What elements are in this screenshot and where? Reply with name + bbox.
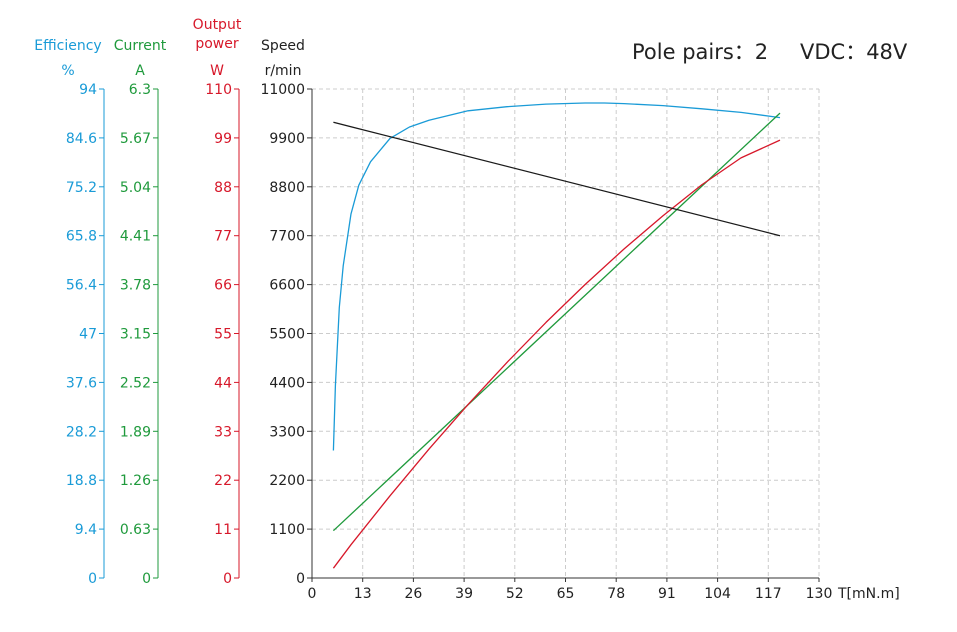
y-tick-label: 84.6 [66, 131, 97, 147]
x-tick-label: 39 [455, 586, 473, 602]
x-tick-label: 52 [506, 586, 524, 602]
x-tick-label: 78 [607, 586, 625, 602]
x-tick-label: 65 [557, 586, 575, 602]
y-tick-label: 0 [296, 571, 305, 587]
y-tick-label: 9.4 [75, 522, 97, 538]
x-tick-label: 117 [755, 586, 782, 602]
efficiency-axis-unit: % [61, 63, 74, 79]
y-tick-label: 0 [88, 571, 97, 587]
y-tick-label: 0 [223, 571, 232, 587]
y-tick-label: 65.8 [66, 229, 97, 245]
y-tick-label: 3.78 [120, 278, 151, 294]
current-axis-title: Current [114, 38, 167, 54]
y-tick-label: 44 [214, 375, 232, 391]
pole-pairs-annotation: Pole pairs：2 [632, 40, 768, 64]
y-tick-label: 5.04 [120, 180, 151, 196]
y-tick-label: 0 [142, 571, 151, 587]
y-tick-label: 5.67 [120, 131, 151, 147]
y-tick-label: 11000 [260, 82, 305, 98]
y-tick-label: 5500 [269, 327, 305, 343]
y-tick-label: 110 [205, 82, 232, 98]
y-tick-label: 1100 [269, 522, 305, 538]
x-tick-label: 13 [354, 586, 372, 602]
y-tick-label: 1.26 [120, 473, 151, 489]
y-tick-label: 4.41 [120, 229, 151, 245]
y-tick-label: 6600 [269, 278, 305, 294]
current-axis: 0 0.63 1.26 1.89 2.52 3.15 3.78 4.41 5.04 5.67 6.3… [114, 38, 167, 587]
x-tick-label: 104 [704, 586, 731, 602]
x-tick-label: 0 [308, 586, 317, 602]
y-tick-label: 33 [214, 424, 232, 440]
speed-axis-unit: r/min [265, 63, 302, 79]
series [332, 102, 781, 569]
current-axis-unit: A [135, 63, 145, 79]
y-tick-label: 6.3 [129, 82, 151, 98]
output-power-axis: 0 11 22 33 44 55 66 77 88 99 110 Output power W [193, 17, 242, 587]
y-tick-label: 77 [214, 229, 232, 245]
y-tick-label: 37.6 [66, 375, 97, 391]
output-power-series-line [332, 139, 781, 569]
y-tick-label: 88 [214, 180, 232, 196]
efficiency-axis-title: Efficiency [34, 38, 101, 54]
speed-series-line [333, 121, 781, 237]
efficiency-series-line [332, 102, 781, 451]
grid [312, 88, 820, 578]
output-power-axis-title: Output [193, 17, 242, 33]
y-tick-label: 22 [214, 473, 232, 489]
y-tick-label: 0.63 [120, 522, 151, 538]
y-tick-label: 4400 [269, 375, 305, 391]
y-tick-label: 55 [214, 327, 232, 343]
y-tick-label: 9900 [269, 131, 305, 147]
output-power-axis-title: power [195, 36, 239, 52]
y-tick-label: 11 [214, 522, 232, 538]
y-tick-label: 75.2 [66, 180, 97, 196]
speed-axis: 0 1100 2200 3300 4400 5500 6600 7700 8800 9900 110… [260, 38, 313, 587]
y-tick-label: 1.89 [120, 424, 151, 440]
efficiency-axis: 0 9.4 18.8 28.2 37.6 47 56.4 65.8 75.2 84.6 94 Effi… [34, 38, 105, 587]
y-tick-label: 99 [214, 131, 232, 147]
x-axis-title: T[mN.m] [837, 586, 900, 602]
current-series-line [332, 112, 781, 532]
y-tick-label: 28.2 [66, 424, 97, 440]
speed-axis-title: Speed [261, 38, 305, 54]
vdc-annotation: VDC：48V [800, 40, 908, 64]
y-tick-label: 2200 [269, 473, 305, 489]
x-tick-label: 26 [404, 586, 422, 602]
x-tick-label: 130 [806, 586, 833, 602]
output-power-axis-unit: W [210, 63, 224, 79]
y-tick-label: 3.15 [120, 327, 151, 343]
y-tick-label: 94 [79, 82, 97, 98]
y-tick-label: 18.8 [66, 473, 97, 489]
x-tick-label: 91 [658, 586, 676, 602]
y-tick-label: 56.4 [66, 278, 97, 294]
y-tick-label: 66 [214, 278, 232, 294]
y-tick-label: 7700 [269, 229, 305, 245]
y-tick-label: 2.52 [120, 375, 151, 391]
y-tick-label: 47 [79, 327, 97, 343]
y-tick-label: 8800 [269, 180, 305, 196]
axes: 0 13 26 39 52 65 78 91 104 117 130 T[mN.m] 0 9.4 18.8 2… [34, 17, 899, 602]
annotation: Pole pairs：2 VDC：48V [632, 40, 908, 64]
y-tick-label: 3300 [269, 424, 305, 440]
